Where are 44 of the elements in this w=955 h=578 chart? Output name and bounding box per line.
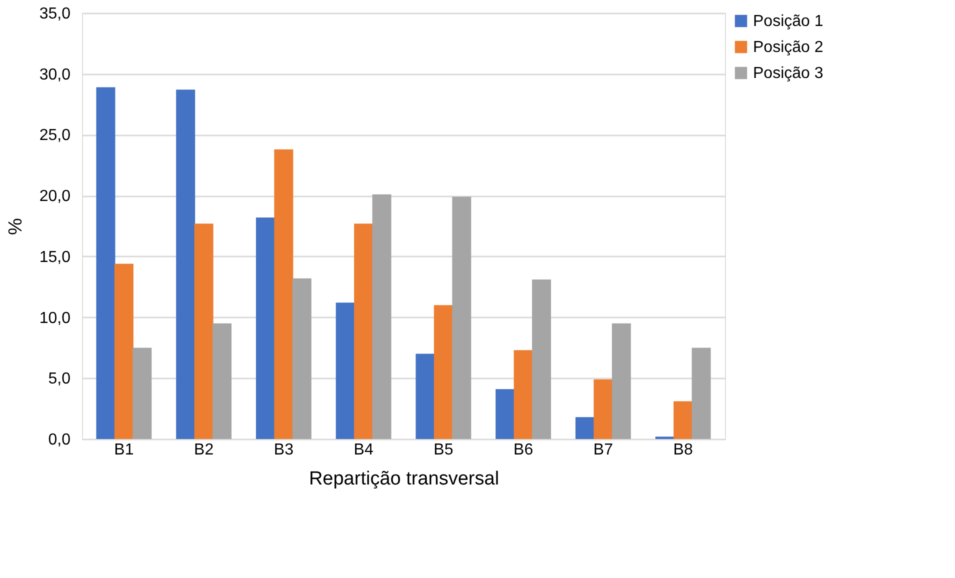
y-tick-label: 35,0	[39, 6, 71, 22]
x-axis-title: Repartição transversal	[308, 468, 500, 490]
bar	[212, 323, 232, 439]
bar	[292, 278, 312, 439]
bar	[194, 224, 214, 439]
y-tick-label: 15,0	[39, 248, 71, 266]
bar	[692, 348, 711, 439]
y-tick-label: 0,0	[48, 432, 71, 448]
y-tick-label: 25,0	[39, 127, 71, 144]
legend-label: Posição 3	[753, 65, 824, 82]
bar	[256, 217, 275, 439]
bar	[434, 305, 453, 439]
x-tick-label: B4	[354, 442, 374, 458]
y-tick-label: 20,0	[39, 188, 71, 206]
bar	[514, 350, 533, 439]
bar	[336, 302, 355, 439]
bar	[96, 87, 116, 439]
bar	[612, 323, 631, 439]
y-tick-label: 5,0	[48, 370, 71, 388]
bar	[372, 194, 392, 439]
x-tick-label: B2	[194, 442, 214, 458]
bar	[594, 379, 613, 439]
bar	[354, 224, 374, 439]
x-tick-label: B1	[114, 442, 134, 458]
bar	[575, 417, 594, 439]
bar	[176, 90, 196, 439]
x-tick-label: B5	[434, 442, 454, 458]
bar	[674, 401, 693, 439]
bar	[132, 348, 152, 439]
bar	[274, 149, 294, 439]
bar	[496, 389, 515, 439]
bar	[452, 196, 472, 439]
y-tick-label: 10,0	[39, 310, 71, 327]
y-tick-label: 30,0	[39, 66, 71, 84]
legend-label: Posição 2	[753, 39, 824, 56]
bar	[416, 354, 435, 439]
bar	[532, 280, 552, 439]
legend-label: Posição 1	[753, 13, 824, 30]
x-tick-label: B6	[514, 442, 534, 458]
y-axis-title: %	[5, 218, 26, 235]
x-tick-label: B8	[673, 442, 693, 458]
x-tick-label: B3	[274, 442, 294, 458]
x-tick-label: B7	[593, 442, 614, 458]
bar	[114, 264, 134, 439]
